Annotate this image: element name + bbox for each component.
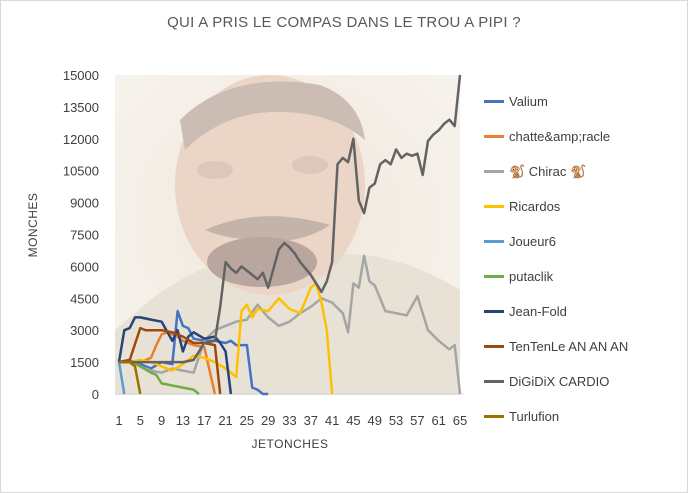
y-tick-label: 15000 xyxy=(63,68,99,83)
x-tick-label: 49 xyxy=(368,413,382,428)
x-tick-label: 37 xyxy=(304,413,318,428)
x-tick-label: 13 xyxy=(176,413,190,428)
legend-label: Ricardos xyxy=(509,199,561,214)
legend-label: chatte&amp;racle xyxy=(509,129,611,144)
series-line-10 xyxy=(119,360,142,395)
legend-item: Jean-Fold xyxy=(484,294,628,329)
legend-swatch xyxy=(484,310,504,313)
series-line-4 xyxy=(119,282,334,395)
legend-item: TenTenLe AN AN AN xyxy=(484,329,628,364)
legend-item: Valium xyxy=(484,84,628,119)
x-axis-ticks: 1 5 9 13 17 21 25 29 33 37 41 45 49 53 57 61 65 xyxy=(115,413,467,428)
legend-label: Joueur6 xyxy=(509,234,556,249)
x-tick-label: 41 xyxy=(325,413,339,428)
legend-swatch xyxy=(484,275,504,278)
series-line-5 xyxy=(117,361,126,395)
legend-swatch xyxy=(484,135,504,138)
series-line-9 xyxy=(119,74,462,364)
legend-label: 🐒 Chirac 🐒 xyxy=(509,163,587,179)
legend-item: chatte&amp;racle xyxy=(484,119,628,154)
legend-swatch xyxy=(484,380,504,383)
x-tick-label: 45 xyxy=(346,413,360,428)
legend-swatch xyxy=(484,240,504,243)
legend-label: Turlufion xyxy=(509,409,560,424)
x-axis-title: JETONCHES xyxy=(251,437,329,451)
series-lines xyxy=(117,74,462,396)
y-axis-ticks: 0 1500 3000 4500 6000 7500 9000 10500 12000 13500… xyxy=(63,68,99,402)
x-tick-label: 17 xyxy=(197,413,211,428)
legend-item: putaclik xyxy=(484,259,628,294)
legend-label: putaclik xyxy=(509,269,554,284)
y-tick-label: 1500 xyxy=(70,355,99,370)
x-tick-label: 29 xyxy=(261,413,275,428)
legend-item: Ricardos xyxy=(484,189,628,224)
x-tick-label: 33 xyxy=(282,413,296,428)
y-tick-label: 0 xyxy=(92,387,99,402)
x-tick-label: 5 xyxy=(137,413,144,428)
legend-swatch xyxy=(484,170,504,173)
legend-swatch xyxy=(484,205,504,208)
background-photo xyxy=(115,75,460,395)
y-tick-label: 7500 xyxy=(70,228,99,243)
x-tick-label: 9 xyxy=(158,413,165,428)
x-tick-label: 25 xyxy=(240,413,254,428)
series-line-3 xyxy=(118,254,462,395)
x-tick-label: 53 xyxy=(389,413,403,428)
y-tick-label: 3000 xyxy=(70,323,99,338)
legend-swatch xyxy=(484,415,504,418)
legend-label: Jean-Fold xyxy=(509,304,567,319)
x-tick-label: 57 xyxy=(410,413,424,428)
x-tick-label: 61 xyxy=(431,413,445,428)
legend: Valium chatte&amp;racle 🐒 Chirac 🐒 Ricardos… xyxy=(484,84,628,434)
legend-swatch xyxy=(484,345,504,348)
x-tick-label: 21 xyxy=(218,413,232,428)
y-tick-label: 6000 xyxy=(70,259,99,274)
x-tick-label: 1 xyxy=(115,413,122,428)
legend-item: Joueur6 xyxy=(484,224,628,259)
chart-title: QUI A PRIS LE COMPAS DANS LE TROU A PIPI… xyxy=(167,14,521,31)
legend-item: DiGiDiX CARDIO xyxy=(484,364,628,399)
legend-label: Valium xyxy=(509,94,548,109)
legend-label: DiGiDiX CARDIO xyxy=(509,374,610,389)
legend-item: Turlufion xyxy=(484,399,628,434)
y-tick-label: 10500 xyxy=(63,164,99,179)
x-tick-label: 65 xyxy=(453,413,467,428)
legend-swatch xyxy=(484,100,504,103)
legend-label: TenTenLe AN AN AN xyxy=(509,339,629,354)
y-tick-label: 4500 xyxy=(70,291,99,306)
y-tick-label: 9000 xyxy=(70,196,99,211)
series-line-7 xyxy=(117,316,233,395)
y-tick-label: 13500 xyxy=(63,100,99,115)
y-tick-label: 12000 xyxy=(63,132,99,147)
legend-item: 🐒 Chirac 🐒 xyxy=(484,154,628,189)
